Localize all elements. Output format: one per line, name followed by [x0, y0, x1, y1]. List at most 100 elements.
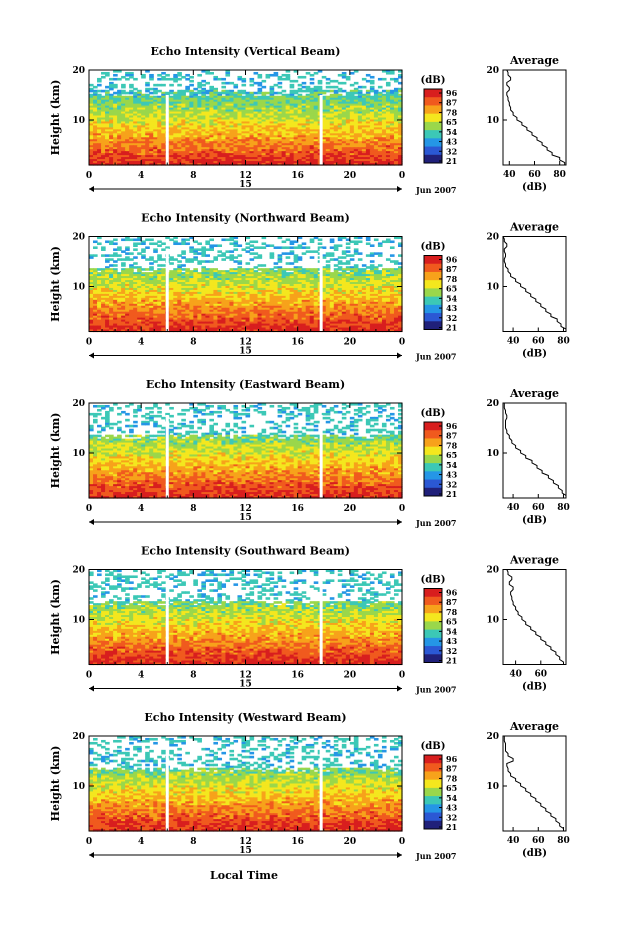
heatmap-cell — [297, 131, 303, 134]
heatmap-cell — [345, 95, 351, 99]
heatmap-cell — [325, 107, 331, 111]
heatmap-cell — [393, 111, 399, 115]
heatmap-cell — [101, 123, 106, 127]
heatmap-cell — [181, 135, 186, 138]
heatmap-cell — [157, 73, 162, 77]
heatmap-cell — [249, 99, 255, 103]
heatmap-cell — [89, 111, 94, 115]
heatmap-cell — [345, 109, 351, 113]
heatmap-cell — [233, 93, 239, 97]
heatmap-cell — [253, 125, 259, 128]
heatmap-cell — [365, 91, 371, 95]
heatmap-cell — [225, 238, 231, 242]
heatmap-cell — [101, 111, 106, 115]
heatmap-cell — [197, 97, 202, 101]
heatmap-cell — [277, 75, 283, 79]
heatmap-cell — [133, 113, 138, 117]
heatmap-cell — [129, 95, 134, 99]
heatmap-cell — [117, 97, 122, 101]
heatmap-cell — [345, 91, 351, 95]
heatmap-cell — [125, 103, 130, 107]
heatmap-cell — [109, 264, 114, 267]
heatmap-cell — [249, 131, 255, 134]
heatmap-cell — [101, 254, 106, 257]
x-tick-label: 4 — [138, 171, 144, 181]
heatmap-cell — [273, 117, 279, 121]
heatmap-cell — [249, 244, 255, 247]
x-tick-label: 0 — [399, 171, 405, 181]
heatmap-cell — [257, 91, 263, 95]
heatmap-cell — [205, 117, 210, 121]
heatmap-cell — [385, 71, 391, 75]
heatmap-cell — [109, 77, 114, 81]
heatmap-cell — [277, 117, 283, 121]
heatmap-cell — [193, 121, 198, 125]
heatmap-cell — [189, 129, 194, 132]
heatmap-cell — [373, 121, 379, 125]
heatmap-cell — [193, 101, 198, 105]
heatmap-cell — [149, 258, 154, 261]
heatmap-cell — [225, 89, 231, 93]
x-tick-label: 16 — [291, 171, 304, 181]
heatmap-cell — [213, 77, 219, 81]
heatmap-cell — [129, 133, 134, 136]
heatmap-cell — [361, 93, 367, 97]
heatmap-cell — [241, 121, 247, 125]
heatmap-cell — [293, 119, 299, 123]
heatmap-cell — [297, 121, 303, 125]
heatmap-cell — [289, 83, 295, 87]
heatmap-cell — [217, 137, 223, 140]
heatmap-cell — [177, 131, 182, 134]
heatmap-cell — [213, 119, 219, 123]
heatmap-cell — [329, 95, 335, 99]
heatmap-cell — [337, 81, 343, 85]
heatmap-cell — [257, 264, 263, 267]
heatmap-cell — [137, 95, 142, 99]
heatmap-cell — [205, 137, 210, 140]
heatmap-cell — [177, 83, 182, 87]
heatmap-cell — [89, 113, 94, 117]
heatmap-cell — [345, 123, 351, 127]
heatmap-cell — [257, 121, 263, 125]
heatmap-cell — [393, 105, 399, 109]
heatmap-cell — [385, 117, 391, 121]
heatmap-cell — [397, 81, 403, 85]
heatmap-cell — [397, 115, 403, 119]
heatmap-cell — [173, 93, 178, 97]
heatmap-cell — [381, 135, 387, 138]
heatmap-cell — [149, 268, 154, 271]
heatmap-cell — [369, 123, 375, 127]
heatmap-cell — [281, 101, 287, 105]
heatmap-cell — [365, 131, 371, 134]
heatmap-cell — [229, 123, 235, 127]
heatmap-cell — [113, 254, 118, 257]
heatmap-cell — [141, 73, 146, 77]
heatmap-cell — [141, 135, 146, 138]
heatmap-cell — [89, 87, 94, 91]
heatmap-cell — [289, 131, 295, 134]
heatmap-cell — [117, 254, 122, 257]
heatmap-cell — [237, 129, 243, 132]
heatmap-cell — [389, 105, 395, 109]
heatmap-cell — [97, 79, 102, 83]
heatmap-cell — [277, 125, 283, 128]
heatmap-cell — [205, 125, 210, 128]
heatmap-cell — [261, 107, 267, 111]
heatmap-cell — [153, 127, 158, 130]
heatmap-cell — [137, 111, 142, 115]
heatmap-cell — [201, 133, 206, 136]
heatmap-cell — [325, 123, 331, 127]
heatmap-cell — [301, 105, 307, 109]
heatmap-cell — [149, 117, 154, 121]
heatmap-cell — [373, 133, 379, 136]
heatmap-cell — [113, 248, 118, 251]
heatmap-cell — [125, 99, 130, 103]
heatmap-cell — [217, 103, 223, 107]
heatmap-cell — [185, 129, 190, 132]
heatmap-cell — [189, 109, 194, 113]
heatmap-cell — [349, 111, 355, 115]
heatmap-cell — [377, 129, 383, 132]
data-gap — [165, 95, 169, 165]
heatmap-cell — [389, 113, 395, 117]
heatmap-cell — [397, 75, 403, 79]
